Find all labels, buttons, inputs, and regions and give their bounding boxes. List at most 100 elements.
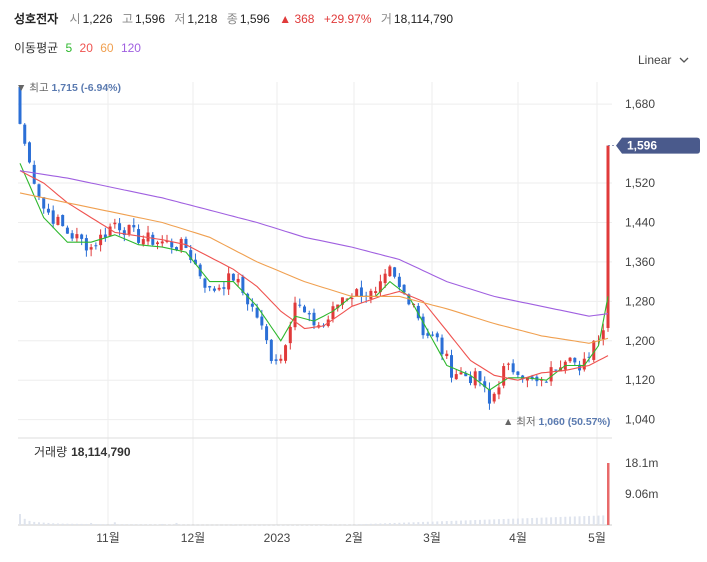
y-tick-label: 1,520 <box>625 176 655 190</box>
volume-bar <box>521 518 524 525</box>
volume-bar <box>166 524 168 526</box>
volume-bar <box>99 524 102 525</box>
x-tick-label: 2023 <box>264 531 291 545</box>
volume-bar <box>189 524 192 526</box>
volume-panel-title: 거래량 18,114,790 <box>34 443 131 460</box>
candle-body <box>568 357 572 362</box>
candle-body <box>378 281 382 293</box>
change-arrow-icon: ▲ <box>279 12 292 26</box>
scale-toggle-button[interactable]: Linear <box>638 53 689 67</box>
volume-bar <box>588 515 591 525</box>
volume-bar <box>426 521 429 525</box>
candle-body <box>75 234 79 239</box>
candle-body <box>487 389 491 404</box>
volume-bar <box>592 515 595 525</box>
ma-legend-label: 이동평균 <box>14 41 59 55</box>
volume-bar <box>303 524 306 526</box>
volume-bar <box>308 524 311 526</box>
candle-body <box>516 371 520 375</box>
volume-bar <box>441 521 444 525</box>
candle-body <box>374 291 378 294</box>
volume-bar <box>559 516 562 525</box>
volume-bar <box>578 516 581 525</box>
volume-bar <box>569 516 572 525</box>
volume-bar <box>137 524 140 525</box>
candle-body <box>397 276 401 287</box>
volume-bar <box>175 522 178 525</box>
x-tick-label: 5월 <box>588 531 606 545</box>
volume-bar <box>550 517 553 525</box>
volume-bar <box>113 522 116 525</box>
candle-body <box>549 367 553 382</box>
volume-bar <box>194 524 197 526</box>
ma-legend-60[interactable]: 60 <box>100 41 114 55</box>
ma-line-60 <box>19 192 609 344</box>
candle-body <box>359 287 363 297</box>
candle-body <box>459 372 463 375</box>
volume-bar <box>294 524 297 526</box>
candle-body <box>103 234 107 238</box>
candle-body <box>32 164 36 184</box>
volume-bar <box>488 519 491 525</box>
candle-body <box>303 306 307 313</box>
candle-body <box>345 298 349 300</box>
volume-bar <box>365 523 368 525</box>
candle-body <box>483 381 487 388</box>
volume-bar <box>270 524 273 526</box>
candle-body <box>189 250 193 260</box>
candle-body <box>89 247 93 250</box>
change-percent: +29.97% <box>323 12 372 26</box>
candle-body <box>350 297 354 300</box>
volume-bar <box>341 524 344 526</box>
candle-body <box>269 339 273 361</box>
volume-bar <box>384 523 387 525</box>
volume-bar <box>573 516 576 525</box>
candle-body <box>336 304 340 309</box>
candle-body <box>587 356 591 358</box>
candle-body <box>141 239 145 245</box>
stock-name: 성호전자 <box>14 12 59 26</box>
volume-value: 18,114,790 <box>393 12 454 26</box>
volume-bar <box>47 522 50 525</box>
close-value: 1,596 <box>239 12 270 26</box>
volume-bar <box>33 521 36 525</box>
candle-body <box>184 238 188 248</box>
volume-bar <box>260 524 263 526</box>
candle-body <box>151 234 155 245</box>
ma-legend-20[interactable]: 20 <box>79 41 93 55</box>
volume-bar <box>147 524 150 525</box>
y-tick-label: 1,280 <box>625 294 655 308</box>
y-tick-label: 1,360 <box>625 255 655 269</box>
candle-body <box>478 371 482 381</box>
candle-body <box>255 307 259 318</box>
candle-body <box>37 184 41 197</box>
volume-bar <box>564 516 567 525</box>
ma-legend-120[interactable]: 120 <box>120 41 141 55</box>
candle-body <box>84 238 88 251</box>
volume-bar <box>213 524 216 526</box>
y-tick-label: 1,200 <box>625 334 655 348</box>
volume-bar <box>85 523 88 525</box>
volume-bar <box>474 520 477 525</box>
volume-bar <box>52 523 55 525</box>
candle-body <box>492 393 496 402</box>
chevron-down-icon <box>679 57 689 64</box>
candle-body <box>51 210 55 224</box>
volume-bar <box>407 522 410 525</box>
candle-body <box>174 247 178 251</box>
volume-bar <box>431 521 434 525</box>
candle-body <box>402 284 406 293</box>
candle-body <box>340 297 344 305</box>
volume-bar <box>132 524 135 525</box>
volume-bar <box>460 520 462 525</box>
volume-bar <box>80 523 83 525</box>
volume-latest-value: 18,114,790 <box>71 445 131 459</box>
low-label: 저 <box>174 12 186 26</box>
volume-bar <box>161 523 164 525</box>
candle-body <box>435 333 439 338</box>
candle-body <box>23 124 27 144</box>
ma-legend-5[interactable]: 5 <box>65 41 73 55</box>
volume-bar <box>180 524 183 526</box>
candle-body <box>250 303 254 307</box>
